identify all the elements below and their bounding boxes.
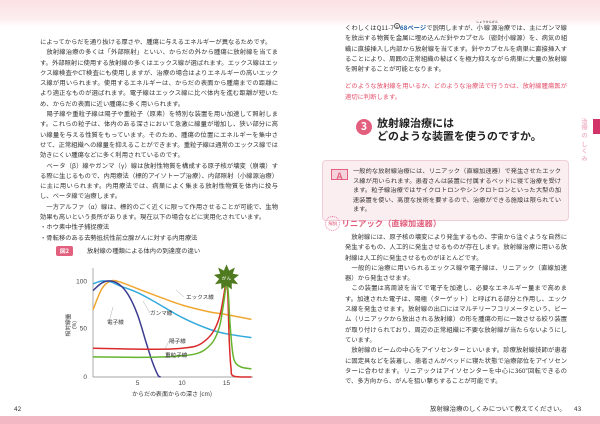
svg-text:50: 50 [80, 326, 88, 333]
svg-text:重粒子線: 重粒子線 [165, 351, 188, 359]
svg-text:5: 5 [136, 380, 140, 387]
svg-text:からだの表面からの深さ (cm): からだの表面からの深さ (cm) [132, 389, 212, 398]
svg-text:ガンマ線: ガンマ線 [150, 309, 173, 317]
svg-text:100: 100 [76, 279, 87, 286]
svg-text:がん: がん [222, 276, 232, 282]
svg-text:エックス線: エックス線 [186, 293, 214, 301]
svg-text:15: 15 [223, 380, 231, 387]
svg-text:相対線量: 相対線量 [63, 313, 72, 336]
svg-text:0: 0 [83, 374, 87, 381]
svg-text:10: 10 [178, 380, 186, 387]
svg-text:陽子線: 陽子線 [169, 337, 186, 345]
svg-text:(%): (%) [72, 321, 78, 329]
